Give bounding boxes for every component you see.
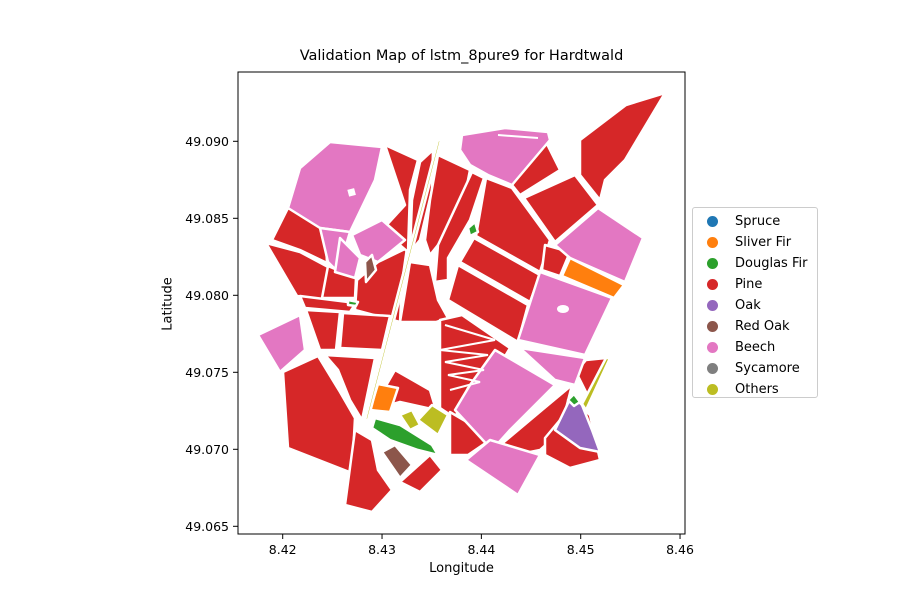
legend-marker	[707, 363, 718, 374]
legend-marker	[707, 279, 718, 290]
stand-beech	[464, 438, 542, 497]
stand-pine	[398, 453, 444, 494]
legend-item: Beech	[693, 337, 817, 358]
stand-douglas-fir	[466, 220, 480, 238]
stand-others	[580, 356, 612, 412]
y-axis-label: Latitude	[160, 277, 176, 331]
legend-marker	[707, 342, 718, 353]
y-tick-label: 49.075	[185, 365, 229, 380]
legend-label: Spruce	[735, 214, 781, 229]
legend-label: Red Oak	[735, 319, 790, 334]
legend-marker	[707, 384, 718, 395]
legend-item: Oak	[693, 295, 817, 316]
stand-pine	[304, 308, 342, 352]
stand-sliver-fir	[560, 256, 626, 300]
stand-douglas-fir	[370, 416, 440, 457]
stand-douglas-fir	[566, 392, 582, 408]
legend-item: Douglas Fir	[693, 253, 817, 274]
stand-beech	[333, 236, 362, 280]
map-title: Validation Map of lstm_8pure9 for Hardtw…	[299, 48, 624, 64]
legend-marker	[707, 300, 718, 311]
legend-label: Others	[735, 382, 779, 397]
legend-label: Beech	[735, 340, 776, 355]
forest-paths	[439, 134, 539, 391]
x-tick-label: 8.42	[269, 542, 297, 557]
clearing	[557, 305, 569, 313]
legend-marker	[707, 258, 718, 269]
legend-item: Sliver Fir	[693, 232, 817, 253]
forest-stands	[256, 91, 667, 514]
x-tick-label: 8.45	[567, 542, 595, 557]
path-line	[439, 324, 496, 391]
legend-label: Sliver Fir	[735, 235, 792, 250]
legend-marker	[707, 216, 718, 227]
stand-others	[416, 403, 450, 437]
x-tick-label: 8.46	[666, 542, 694, 557]
legend-label: Pine	[735, 277, 763, 292]
axes: 8.42 8.43 8.44 8.45 8.46 49.065 49.070 49.075 49…	[185, 134, 694, 557]
legend-marker	[707, 321, 718, 332]
stand-beech	[256, 313, 307, 374]
stand-others	[398, 408, 422, 432]
y-tick-label: 49.065	[185, 519, 229, 534]
path-line	[497, 134, 539, 139]
stand-pine	[281, 354, 357, 475]
legend: Spruce Sliver Fir Douglas Fir Pine Oak Red Oa…	[692, 207, 818, 398]
stand-beech	[458, 126, 552, 187]
legend-item: Pine	[693, 274, 817, 295]
stand-red-oak	[380, 443, 414, 480]
stand-pine	[338, 311, 392, 352]
x-axis-label: Longitude	[429, 561, 494, 576]
legend-marker	[707, 237, 718, 248]
legend-item: Others	[693, 379, 817, 400]
stand-pine	[522, 173, 600, 244]
x-tick-label: 8.43	[368, 542, 396, 557]
x-tick-label: 8.44	[467, 542, 495, 557]
y-tick-label: 49.070	[185, 442, 229, 457]
stand-douglas-fir	[346, 298, 360, 308]
stand-pine	[343, 428, 394, 514]
stand-beech	[516, 270, 614, 357]
stand-beech	[350, 218, 407, 264]
stand-pine	[323, 353, 377, 422]
stand-others	[363, 138, 443, 422]
y-tick-label: 49.085	[185, 211, 229, 226]
legend-label: Douglas Fir	[735, 256, 808, 271]
y-tick-label: 49.090	[185, 134, 229, 149]
stand-pine	[433, 170, 486, 284]
stand-pine	[578, 91, 667, 202]
legend-item: Spruce	[693, 211, 817, 232]
legend-item: Red Oak	[693, 316, 817, 337]
stand-beech	[518, 346, 587, 387]
legend-label: Sycamore	[735, 361, 800, 376]
stand-pine	[298, 294, 358, 314]
clearing	[347, 188, 356, 197]
stand-pine	[446, 263, 530, 344]
legend-item: Sycamore	[693, 358, 817, 379]
stand-beech	[553, 206, 645, 284]
y-tick-label: 49.080	[185, 288, 229, 303]
stand-red-oak	[363, 253, 378, 284]
legend-label: Oak	[735, 298, 761, 313]
